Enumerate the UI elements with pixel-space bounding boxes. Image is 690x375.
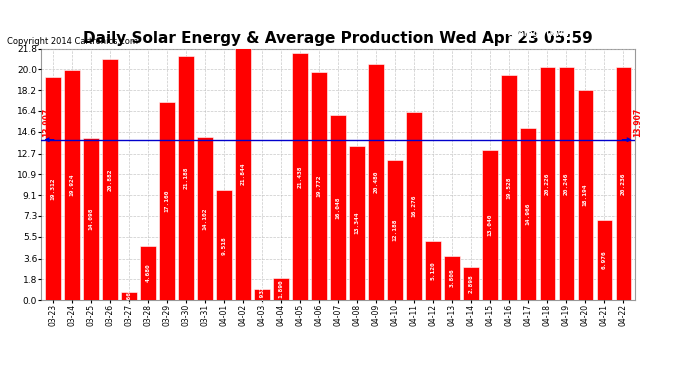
Text: 20.226: 20.226 <box>545 172 550 195</box>
Bar <box>311 72 327 300</box>
Text: 0.664: 0.664 <box>126 287 131 306</box>
Text: 2.898: 2.898 <box>469 274 474 292</box>
Text: 20.236: 20.236 <box>621 172 626 195</box>
Bar <box>540 67 555 300</box>
Text: 18.194: 18.194 <box>583 184 588 206</box>
Bar <box>426 241 441 300</box>
Bar <box>273 278 289 300</box>
Text: 14.102: 14.102 <box>202 207 208 230</box>
Text: 19.772: 19.772 <box>317 175 322 197</box>
Bar <box>45 77 61 300</box>
Text: 13.907: 13.907 <box>42 108 51 137</box>
Bar <box>83 138 99 300</box>
Text: Daily  (kWh): Daily (kWh) <box>612 29 664 38</box>
Text: 13.040: 13.040 <box>488 214 493 236</box>
Bar <box>121 292 137 300</box>
Bar <box>368 64 384 300</box>
Bar <box>444 256 460 300</box>
Text: 9.518: 9.518 <box>221 236 226 255</box>
Text: 17.160: 17.160 <box>164 190 170 212</box>
Text: 13.907: 13.907 <box>633 108 642 137</box>
Text: 14.966: 14.966 <box>526 202 531 225</box>
Text: Average (kWh): Average (kWh) <box>508 29 572 38</box>
Text: 5.120: 5.120 <box>431 261 435 280</box>
Bar <box>597 220 612 300</box>
Bar <box>387 159 403 300</box>
Text: 19.924: 19.924 <box>69 174 75 196</box>
Text: 1.890: 1.890 <box>279 280 284 298</box>
Bar <box>349 146 365 300</box>
Bar <box>482 150 498 300</box>
Text: 0.932: 0.932 <box>259 285 264 304</box>
Bar <box>197 138 213 300</box>
Text: 4.680: 4.680 <box>146 264 150 282</box>
Text: 21.438: 21.438 <box>297 165 302 188</box>
Text: 3.806: 3.806 <box>450 269 455 288</box>
Text: 19.528: 19.528 <box>506 176 512 199</box>
Text: 6.976: 6.976 <box>602 251 607 269</box>
Bar <box>406 112 422 300</box>
Title: Daily Solar Energy & Average Production Wed Apr 23 05:59: Daily Solar Energy & Average Production … <box>83 31 593 46</box>
Bar <box>178 56 194 300</box>
Bar <box>216 190 232 300</box>
Bar <box>615 67 631 300</box>
Text: Copyright 2014 Cartronics.com: Copyright 2014 Cartronics.com <box>7 38 138 46</box>
Bar <box>140 246 156 300</box>
Bar <box>502 75 517 300</box>
Text: 21.844: 21.844 <box>241 163 246 185</box>
Text: 20.882: 20.882 <box>108 168 112 191</box>
Bar <box>64 70 79 300</box>
Text: 21.188: 21.188 <box>184 166 188 189</box>
Text: 20.246: 20.246 <box>564 172 569 195</box>
Bar <box>254 289 270 300</box>
Bar <box>159 102 175 300</box>
Bar <box>464 267 479 300</box>
Bar <box>293 53 308 300</box>
Bar <box>102 59 118 300</box>
Text: 20.480: 20.480 <box>374 171 379 193</box>
Text: 16.048: 16.048 <box>335 196 341 219</box>
Text: 19.312: 19.312 <box>50 177 55 200</box>
Text: 12.188: 12.188 <box>393 219 397 241</box>
Bar <box>520 128 536 300</box>
Bar <box>331 115 346 300</box>
Text: 13.344: 13.344 <box>355 212 359 234</box>
Text: 16.276: 16.276 <box>412 195 417 217</box>
Bar <box>558 67 574 300</box>
Bar <box>235 48 250 300</box>
Text: 14.098: 14.098 <box>88 207 93 230</box>
Bar <box>578 90 593 300</box>
